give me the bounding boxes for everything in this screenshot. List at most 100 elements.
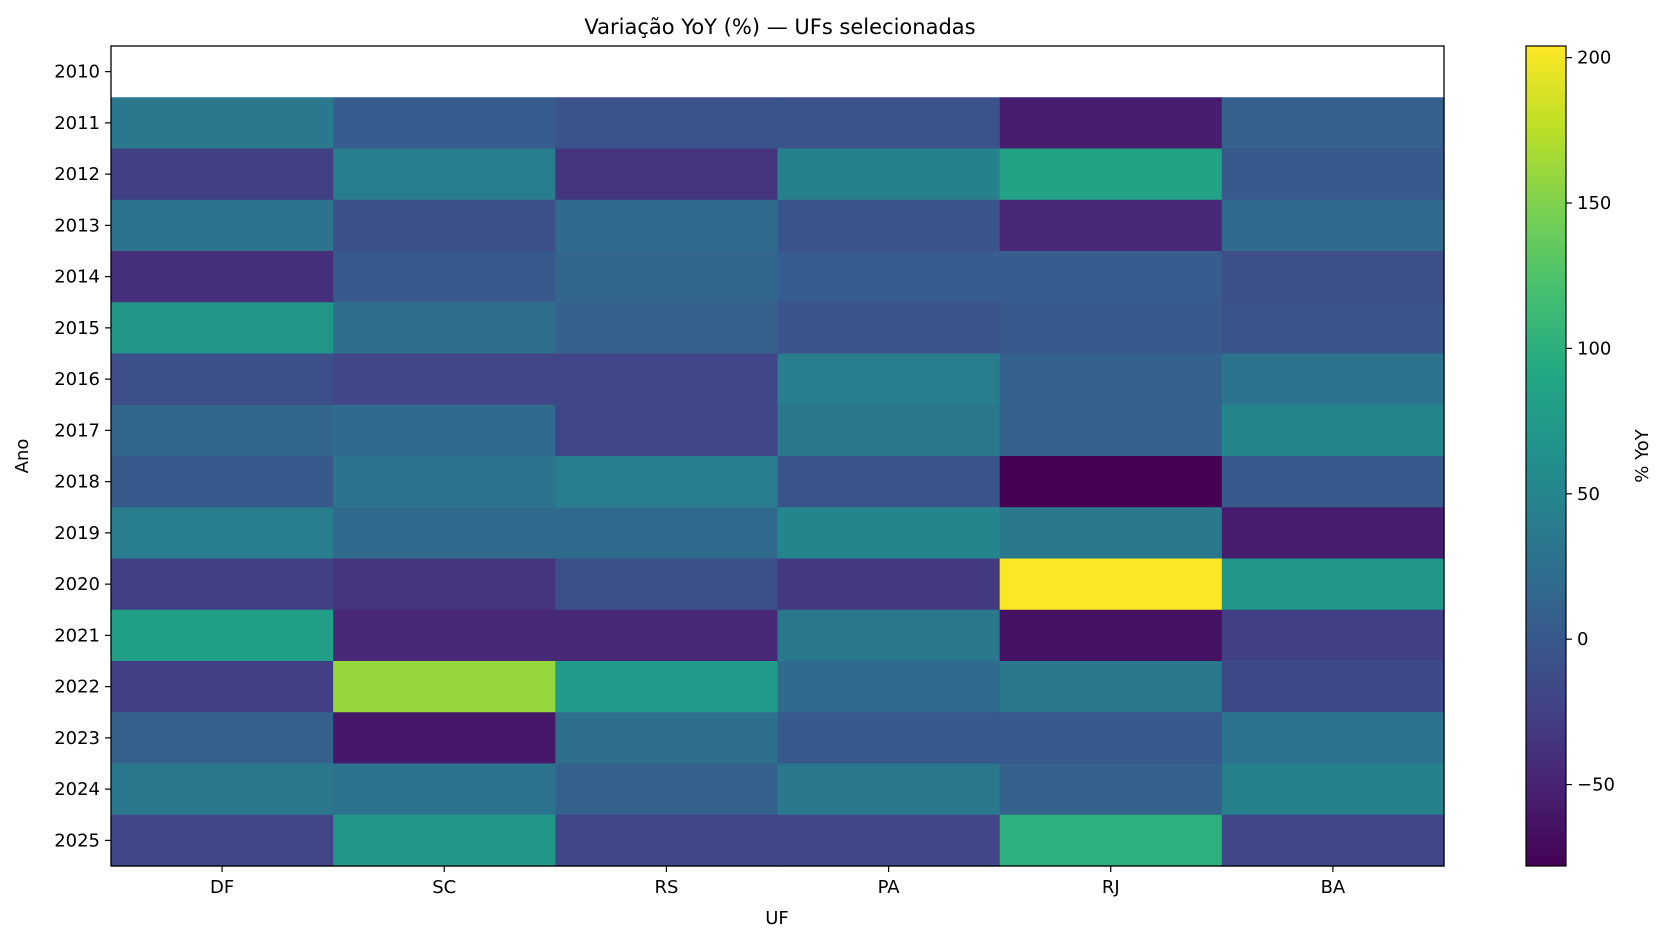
colorbar-ticks: 200 150 100 50 0 −50: [1566, 48, 1615, 796]
heatmap-cell: [555, 558, 779, 611]
y-tick-label: 2013: [54, 215, 100, 236]
heatmap-cell: [555, 46, 779, 98]
heatmap-cell: [333, 148, 556, 201]
heatmap-cell: [999, 302, 1223, 355]
heatmap-cell: [111, 609, 334, 662]
heatmap-cell: [999, 558, 1223, 611]
heatmap-cell: [111, 353, 334, 406]
y-axis-label: Ano: [12, 439, 33, 474]
x-tick-label: RS: [654, 877, 678, 898]
heatmap-cell: [555, 302, 779, 355]
heatmap-cell: [111, 97, 334, 150]
chart-title: Variação YoY (%) — UFs selecionadas: [584, 15, 975, 39]
heatmap-cell: [1221, 404, 1445, 457]
heatmap-cell: [777, 507, 1001, 560]
heatmap-cell: [333, 456, 556, 508]
heatmap-cell: [999, 353, 1223, 406]
heatmap-cell: [333, 251, 556, 303]
heatmap-cell: [1221, 456, 1445, 508]
heatmap-cell: [555, 712, 779, 765]
colorbar: [1525, 45, 1567, 867]
colorbar-tick-label: −50: [1577, 775, 1615, 796]
y-tick-label: 2015: [54, 318, 100, 339]
heatmap-cell: [111, 404, 334, 457]
heatmap-cell: [111, 302, 334, 355]
heatmap-cell: [777, 302, 1001, 355]
heatmap-cell: [777, 661, 1001, 713]
heatmap-cell: [111, 507, 334, 560]
heatmap-cell: [777, 251, 1001, 303]
heatmap-cell: [555, 456, 779, 508]
x-tick-label: SC: [432, 877, 456, 898]
heatmap-cell: [1221, 302, 1445, 355]
heatmap-cell: [777, 46, 1001, 98]
heatmap-cell: [555, 661, 779, 713]
y-tick-label: 2012: [54, 164, 100, 185]
colorbar-tick-label: 0: [1577, 629, 1588, 650]
heatmap-cell: [333, 609, 556, 662]
heatmap-cell: [333, 507, 556, 560]
heatmap-cell: [999, 199, 1223, 252]
heatmap-cell: [333, 814, 556, 867]
heatmap-cell: [777, 814, 1001, 867]
heatmap-cell: [333, 46, 556, 98]
heatmap-cell: [999, 609, 1223, 662]
y-tick-label: 2023: [54, 728, 100, 749]
heatmap-cell: [999, 661, 1223, 713]
y-tick-label: 2025: [54, 830, 100, 851]
heatmap-cell: [777, 763, 1001, 816]
heatmap-cell: [1221, 97, 1445, 150]
heatmap-cell: [999, 46, 1223, 98]
y-axis-ticks: 2010 2011 2012 2013 2014 2015 2016 2017 2018 2019…: [54, 62, 111, 851]
heatmap-cell: [1221, 609, 1445, 662]
heatmap-cell: [999, 712, 1223, 765]
heatmap-cell: [777, 148, 1001, 201]
heatmap-cell: [1221, 507, 1445, 560]
heatmap-cell: [1221, 46, 1445, 98]
y-tick-label: 2014: [54, 267, 100, 288]
heatmap-cell: [1221, 712, 1445, 765]
x-tick-label: PA: [878, 877, 901, 898]
heatmap-cell: [111, 763, 334, 816]
heatmap-cell: [333, 97, 556, 150]
heatmap-cell: [777, 609, 1001, 662]
y-tick-label: 2010: [54, 62, 100, 83]
heatmap-cell: [111, 712, 334, 765]
y-tick-label: 2021: [54, 625, 100, 646]
y-tick-label: 2011: [54, 113, 100, 134]
y-tick-label: 2024: [54, 779, 100, 800]
heatmap-cell: [999, 97, 1223, 150]
y-tick-label: 2016: [54, 369, 100, 390]
heatmap-cell: [1221, 814, 1445, 867]
heatmap-cell: [333, 353, 556, 406]
heatmap-cell: [999, 456, 1223, 508]
heatmap-cell: [777, 199, 1001, 252]
y-tick-label: 2018: [54, 472, 100, 493]
heatmap-cell: [555, 353, 779, 406]
heatmap-cell: [111, 814, 334, 867]
x-tick-label: DF: [210, 877, 234, 898]
heatmap-cell: [555, 814, 779, 867]
heatmap-cell: [111, 46, 334, 98]
heatmap-cell: [777, 404, 1001, 457]
heatmap-cell: [999, 507, 1223, 560]
heatmap-cell: [333, 302, 556, 355]
heatmap-cell: [999, 763, 1223, 816]
heatmap-cell: [999, 251, 1223, 303]
heatmap-cell: [1221, 661, 1445, 713]
y-tick-label: 2020: [54, 574, 100, 595]
x-axis-ticks: DF SC RS PA RJ BA: [210, 866, 1346, 898]
heatmap-cell: [111, 456, 334, 508]
heatmap-cell: [777, 456, 1001, 508]
heatmap-cell: [555, 199, 779, 252]
colorbar-label: % YoY: [1632, 428, 1653, 482]
heatmap-cell: [555, 148, 779, 201]
x-axis-label: UF: [765, 908, 789, 929]
heatmap-cell: [999, 814, 1223, 867]
heatmap-cell: [555, 609, 779, 662]
y-tick-label: 2019: [54, 523, 100, 544]
heatmap-cell: [333, 712, 556, 765]
heatmap-cell: [111, 148, 334, 201]
colorbar-tick-label: 50: [1577, 484, 1600, 505]
heatmap-cell: [111, 558, 334, 611]
